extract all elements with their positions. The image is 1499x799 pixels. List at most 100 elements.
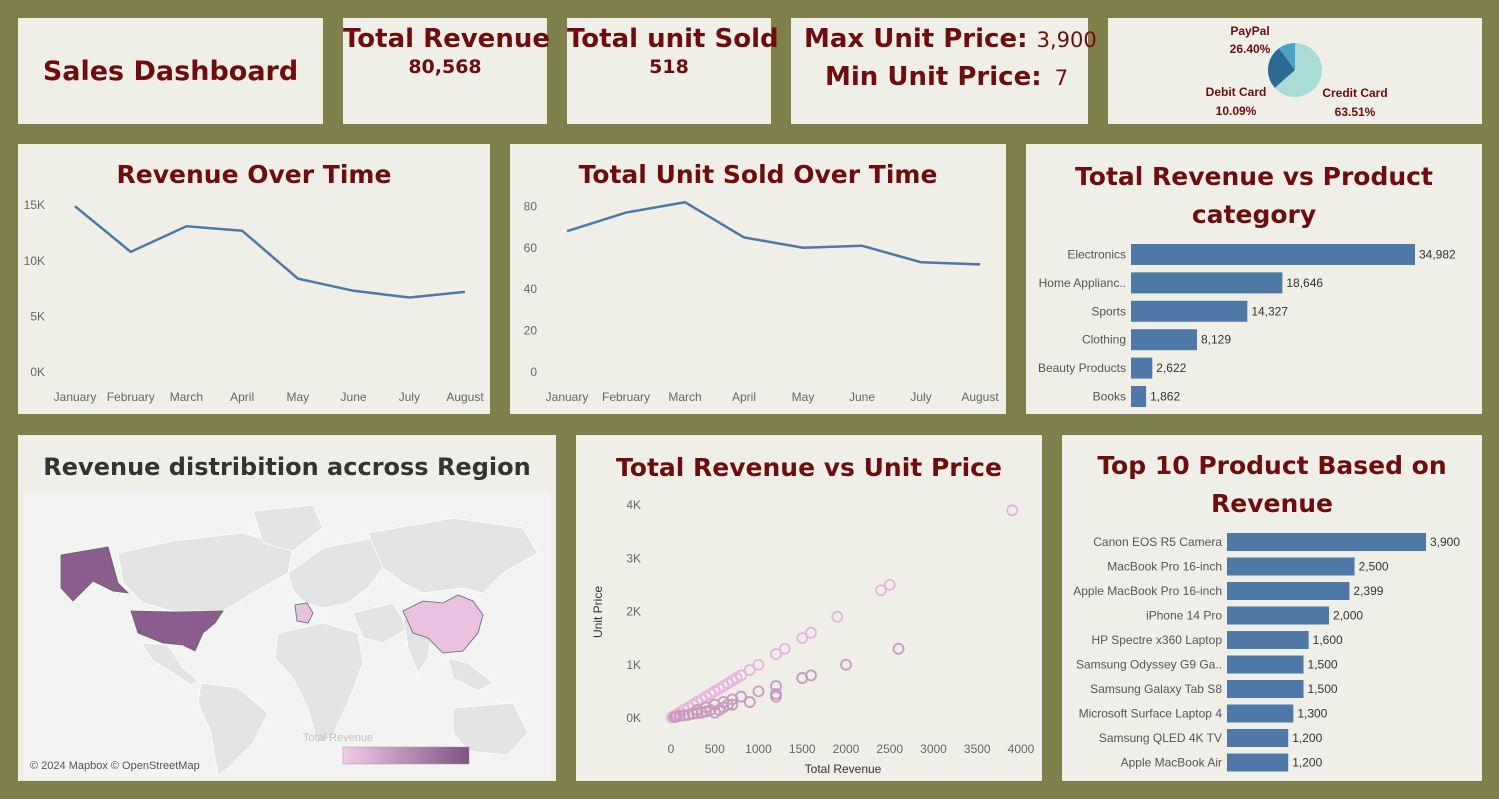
category-bar[interactable] [1131, 300, 1248, 322]
scatter-ytick: 3K [626, 551, 641, 565]
scatter-point[interactable] [778, 642, 791, 655]
top10-bar[interactable] [1227, 704, 1294, 723]
scatter-xtick: 2000 [833, 742, 860, 756]
top10-bar[interactable] [1227, 582, 1350, 600]
revenue-point[interactable] [296, 277, 300, 281]
category-value-label: 34,982 [1419, 248, 1456, 262]
max-price-label: Max Unit Price: [804, 24, 1028, 54]
units-xtick: August [961, 390, 999, 404]
category-bar[interactable] [1131, 386, 1147, 407]
pie-slice-paypal[interactable] [1268, 48, 1295, 88]
price-kpi-card: Max Unit Price: 3,900 Min Unit Price: 7 [791, 18, 1097, 124]
scatter-point[interactable] [708, 706, 721, 719]
units-point[interactable] [919, 260, 923, 264]
scatter-point[interactable] [700, 705, 712, 718]
top10-bar[interactable] [1227, 606, 1330, 625]
pie-slice-credit-card[interactable] [1274, 43, 1322, 97]
units-point[interactable] [742, 235, 746, 239]
top10-bar[interactable] [1227, 729, 1289, 747]
scatter-xtick: 2500 [876, 742, 903, 756]
units-point[interactable] [978, 262, 982, 266]
scatter-point[interactable] [726, 698, 739, 711]
revenue-point[interactable] [240, 229, 244, 233]
top10-category-label: Microsoft Surface Laptop 4 [1079, 707, 1223, 721]
scatter-point[interactable] [752, 658, 765, 671]
top10-bar[interactable] [1227, 631, 1309, 649]
map-legend-label: Total Revenue [303, 732, 373, 744]
scatter-xtick: 3000 [920, 742, 947, 756]
scatter-point[interactable] [770, 688, 782, 700]
units-ytick: 60 [524, 241, 538, 255]
land-europe [287, 537, 384, 609]
revenue-line-chart: 0K 5K 10K 15K January February March April May Ju… [24, 198, 485, 404]
category-value-label: 1,862 [1150, 390, 1180, 404]
top10-value-label: 1,300 [1297, 707, 1327, 721]
scatter-point[interactable] [691, 707, 704, 720]
scatter-point[interactable] [796, 672, 809, 684]
pie-label-paypal-name: PayPal [1230, 24, 1269, 38]
scatter-point[interactable] [1006, 504, 1019, 517]
top10-bar[interactable] [1227, 557, 1355, 576]
scatter-point[interactable] [743, 696, 756, 708]
units-point[interactable] [801, 246, 805, 250]
revenue-ytick: 10K [24, 254, 45, 268]
top10-bar[interactable] [1227, 655, 1304, 674]
units-point[interactable] [860, 244, 864, 248]
pie-slice-debit-card[interactable] [1279, 43, 1295, 70]
units-ytick: 80 [524, 199, 538, 213]
land-middle-east [352, 602, 409, 644]
top10-value-label: 2,399 [1353, 584, 1383, 598]
scatter-point[interactable] [883, 578, 896, 591]
scatter-point[interactable] [743, 664, 756, 676]
category-value-label: 14,327 [1251, 304, 1288, 318]
top10-bar[interactable] [1227, 533, 1426, 551]
top10-category-label: HP Spectre x360 Laptop [1091, 633, 1222, 647]
revenue-point[interactable] [129, 250, 133, 254]
category-bar[interactable] [1131, 357, 1153, 379]
revenue-point[interactable] [352, 289, 356, 293]
land-mexico [140, 642, 199, 686]
category-bar[interactable] [1131, 272, 1283, 294]
top10-value-label: 1,500 [1308, 658, 1338, 672]
top10-bar[interactable] [1227, 680, 1304, 698]
units-point[interactable] [683, 200, 687, 204]
scatter-point[interactable] [752, 685, 765, 698]
units-kpi-label: Total unit Sold [567, 24, 779, 54]
top10-bar[interactable] [1227, 753, 1289, 772]
category-bar[interactable] [1131, 244, 1415, 265]
category-category-label: Clothing [1082, 333, 1126, 347]
scatter-ytick: 2K [626, 605, 641, 619]
land-asia [367, 517, 539, 594]
land-france [294, 602, 314, 624]
scatter-point[interactable] [875, 584, 887, 597]
units-point[interactable] [624, 211, 628, 215]
scatter-ytick: 0K [626, 711, 641, 725]
payment-pie-chart: PayPal 26.40% Debit Card 10.09% Credit C… [1206, 24, 1388, 119]
top10-category-label: iPhone 14 Pro [1146, 609, 1222, 623]
category-bar[interactable] [1131, 329, 1197, 351]
revenue-point[interactable] [184, 224, 188, 228]
revenue-kpi-label: Total Revenue [343, 24, 550, 54]
revenue-point[interactable] [73, 204, 77, 208]
scatter-point[interactable] [892, 642, 905, 655]
payment-pie-card: PayPal 26.40% Debit Card 10.09% Credit C… [1108, 18, 1482, 124]
scatter-point[interactable] [840, 658, 852, 671]
scatter-point[interactable] [668, 711, 681, 724]
world-map[interactable]: Total Revenue © 2024 Mapbox © OpenStreet… [23, 493, 551, 776]
units-over-time-title: Total Unit Sold Over Time [578, 160, 938, 189]
units-xtick: May [792, 390, 815, 404]
revenue-point[interactable] [463, 290, 467, 294]
scatter-point[interactable] [831, 610, 844, 623]
scatter-point[interactable] [682, 708, 695, 721]
scatter-xtick: 1000 [745, 742, 772, 756]
revenue-line[interactable] [74, 205, 466, 299]
scatter-point[interactable] [805, 626, 817, 639]
scatter-point[interactable] [796, 632, 809, 645]
revenue-point[interactable] [407, 295, 411, 299]
top10-value-label: 2,000 [1333, 609, 1363, 623]
scatter-point[interactable] [770, 648, 782, 661]
revenue-xtick: July [399, 390, 420, 404]
top10-card: Top 10 Product Based on Revenue Canon EO… [1062, 435, 1482, 781]
units-point[interactable] [565, 229, 569, 233]
units-line[interactable] [566, 200, 981, 266]
